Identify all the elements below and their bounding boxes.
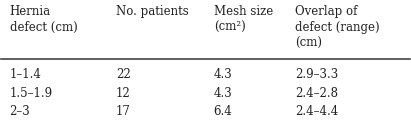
Text: 4.3: 4.3 — [214, 68, 232, 81]
Text: 22: 22 — [115, 68, 130, 81]
Text: 2.4–2.8: 2.4–2.8 — [296, 87, 338, 100]
Text: 1–1.4: 1–1.4 — [9, 68, 42, 81]
Text: Overlap of
defect (range)
(cm): Overlap of defect (range) (cm) — [296, 5, 380, 50]
Text: 2.9–3.3: 2.9–3.3 — [296, 68, 339, 81]
Text: 17: 17 — [115, 105, 131, 118]
Text: 1.5–1.9: 1.5–1.9 — [9, 87, 53, 100]
Text: Mesh size
(cm²): Mesh size (cm²) — [214, 5, 273, 34]
Text: 2.4–4.4: 2.4–4.4 — [296, 105, 339, 118]
Text: No. patients: No. patients — [115, 5, 188, 18]
Text: Hernia
defect (cm): Hernia defect (cm) — [9, 5, 77, 34]
Text: 4.3: 4.3 — [214, 87, 232, 100]
Text: 6.4: 6.4 — [214, 105, 232, 118]
Text: 2–3: 2–3 — [9, 105, 30, 118]
Text: 12: 12 — [115, 87, 130, 100]
